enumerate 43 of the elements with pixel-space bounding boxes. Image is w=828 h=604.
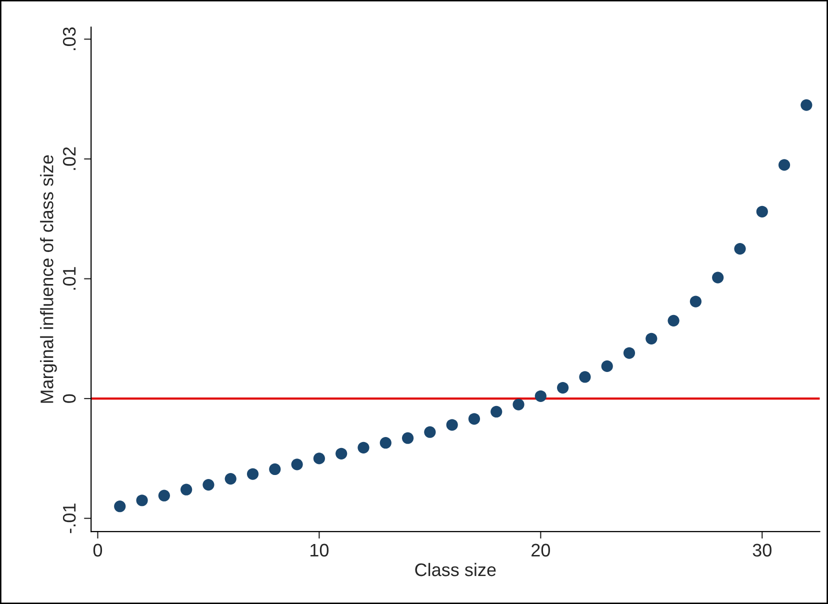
point — [512, 398, 524, 410]
point — [468, 413, 480, 425]
y-axis-title: Marginal influence of class size — [40, 155, 57, 403]
point — [756, 206, 768, 218]
point — [380, 437, 392, 449]
point — [734, 242, 746, 255]
point — [601, 360, 613, 372]
x-tick-label: 10 — [310, 544, 329, 557]
x-axis-title: Class size — [415, 562, 496, 576]
point — [778, 159, 790, 171]
point — [158, 490, 170, 502]
y-tick-label: .02 — [62, 147, 76, 170]
point — [579, 371, 591, 383]
point — [114, 500, 126, 512]
point — [224, 473, 236, 485]
y-tick-label: .03 — [62, 27, 76, 50]
point — [180, 484, 192, 496]
point — [646, 332, 658, 344]
y-tick-label: .01 — [62, 267, 76, 290]
point — [291, 458, 303, 470]
point — [402, 432, 414, 444]
point — [269, 463, 281, 476]
x-tick-label: 20 — [532, 544, 550, 557]
point — [313, 452, 326, 464]
point — [136, 494, 148, 506]
point — [668, 314, 680, 326]
point — [424, 426, 436, 438]
x-tick-label: 30 — [752, 544, 772, 557]
point — [557, 382, 569, 394]
point — [623, 347, 636, 359]
point — [336, 448, 348, 460]
y-tick-label: 0 — [62, 394, 76, 403]
point — [446, 419, 458, 431]
point — [690, 296, 702, 308]
point — [246, 468, 259, 480]
x-tick-label: 0 — [93, 544, 102, 557]
point — [800, 99, 812, 111]
point — [712, 272, 724, 284]
point — [490, 406, 502, 418]
point — [534, 390, 546, 402]
point — [202, 478, 214, 491]
y-tick-label: -.01 — [62, 504, 76, 534]
point — [358, 442, 370, 454]
